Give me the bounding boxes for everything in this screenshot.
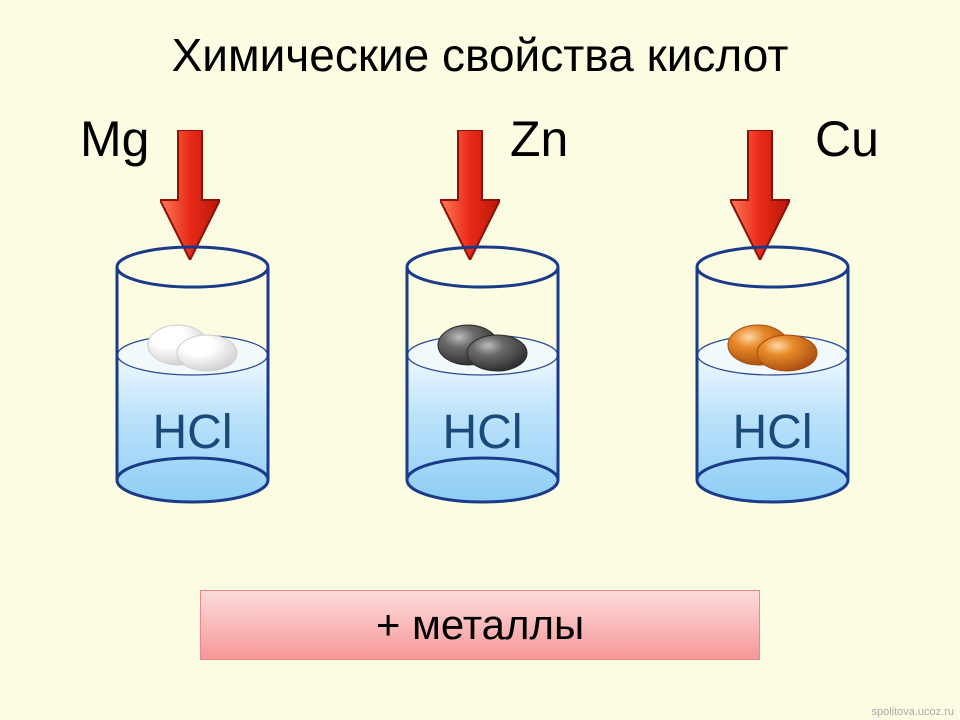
metal-label: Mg [80,110,149,168]
acid-label: HCl [685,405,860,460]
down-arrow-icon [730,130,790,260]
beaker: HCl [685,245,860,505]
down-arrow-icon [440,130,500,260]
watermark: spolitova.ucoz.ru [871,706,954,718]
caption-text: + металлы [376,601,584,649]
down-arrow-icon [160,130,220,260]
beaker: HCl [105,245,280,505]
caption-box: + металлы [200,590,760,660]
acid-label: HCl [395,405,570,460]
beaker-group: Zn [370,110,590,540]
beaker: HCl [395,245,570,505]
beaker-group: Cu [660,110,880,540]
metal-label: Zn [510,110,568,168]
metal-label: Cu [815,110,879,168]
page-title: Химические свойства кислот [0,28,960,82]
beaker-row: Mg [0,110,960,540]
acid-label: HCl [105,405,280,460]
beaker-group: Mg [80,110,300,540]
